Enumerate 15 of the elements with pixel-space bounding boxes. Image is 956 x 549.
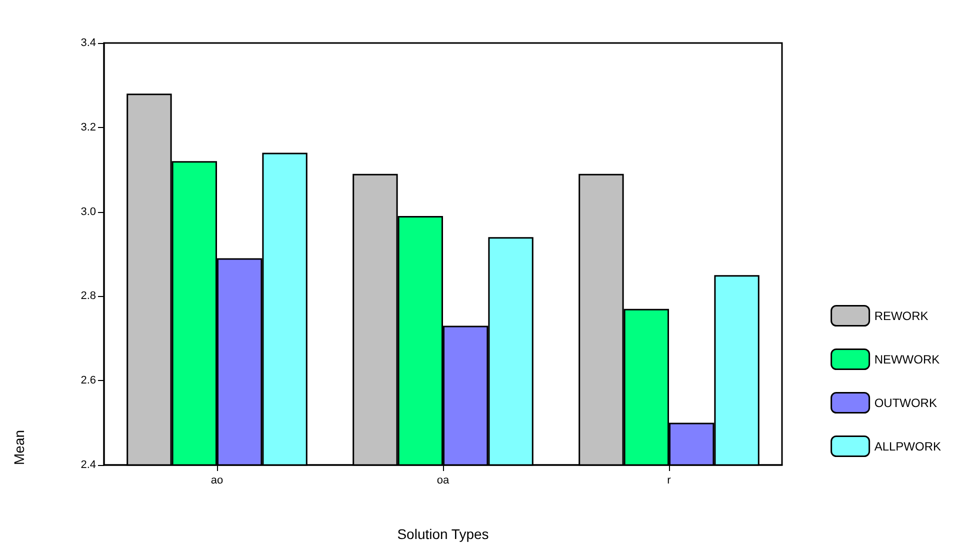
y-tick-label: 3.0 xyxy=(80,206,96,218)
y-tick-label: 2.8 xyxy=(80,290,96,302)
legend-label: ALLPWORK xyxy=(874,439,941,454)
y-axis-title: Mean xyxy=(11,430,27,465)
legend-label: OUTWORK xyxy=(874,396,937,410)
legend-label: REWORK xyxy=(874,308,928,323)
x-axis-title: Solution Types xyxy=(397,526,489,542)
x-tick-label: r xyxy=(667,474,672,486)
legend-label: NEWWORK xyxy=(874,352,940,366)
y-tick-label: 3.2 xyxy=(80,121,96,134)
y-tick-label: 3.4 xyxy=(80,37,96,49)
y-tick-label: 2.6 xyxy=(80,374,96,387)
x-tick-label: ao xyxy=(210,474,224,486)
x-tick-label: oa xyxy=(436,474,450,486)
y-tick-label: 2.4 xyxy=(80,459,96,471)
